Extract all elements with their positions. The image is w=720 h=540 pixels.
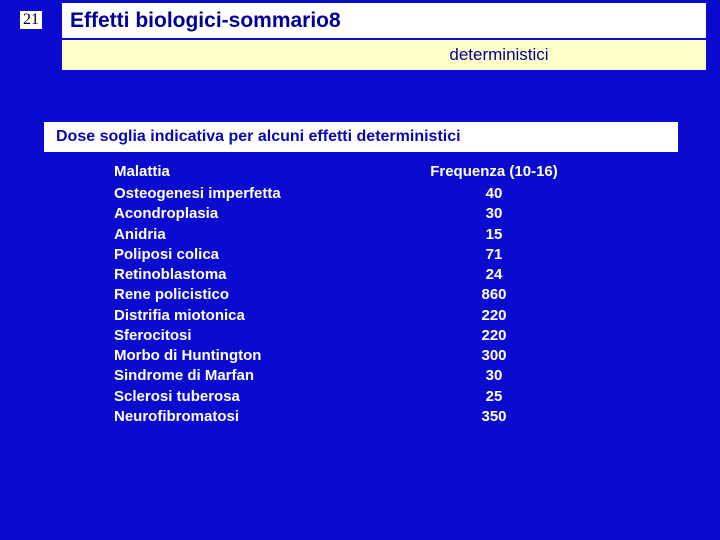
table-row: Distrifia miotonica220: [44, 306, 678, 326]
table-row: Sferocitosi220: [44, 326, 678, 346]
cell-frequency: 30: [364, 204, 624, 224]
section-header-text: Dose soglia indicativa per alcuni effett…: [56, 128, 461, 146]
cell-disease: Osteogenesi imperfetta: [44, 184, 364, 204]
cell-disease: Anidria: [44, 225, 364, 245]
cell-disease: Poliposi colica: [44, 245, 364, 265]
cell-disease: Morbo di Huntington: [44, 346, 364, 366]
column-header-frequency: Frequenza (10-16): [364, 163, 624, 180]
data-table: Malattia Frequenza (10-16) Osteogenesi i…: [44, 163, 678, 427]
table-row: Osteogenesi imperfetta40: [44, 184, 678, 204]
slide-subtitle: deterministici: [449, 45, 548, 65]
cell-frequency: 71: [364, 245, 624, 265]
cell-frequency: 40: [364, 184, 624, 204]
table-row: Anidria15: [44, 225, 678, 245]
cell-frequency: 24: [364, 265, 624, 285]
subtitle-bar: deterministici: [62, 40, 706, 70]
table-row: Sindrome di Marfan30: [44, 366, 678, 386]
title-bar: Effetti biologici-sommario8: [62, 3, 706, 38]
cell-frequency: 30: [364, 366, 624, 386]
cell-frequency: 220: [364, 306, 624, 326]
table-row: Poliposi colica71: [44, 245, 678, 265]
cell-disease: Neurofibromatosi: [44, 407, 364, 427]
cell-disease: Rene policistico: [44, 285, 364, 305]
table-row: Rene policistico860: [44, 285, 678, 305]
cell-disease: Sindrome di Marfan: [44, 366, 364, 386]
section-header-bar: Dose soglia indicativa per alcuni effett…: [44, 122, 678, 152]
slide-number: 21: [20, 11, 42, 29]
column-header-disease: Malattia: [44, 163, 364, 180]
cell-frequency: 860: [364, 285, 624, 305]
table-row: Sclerosi tuberosa25: [44, 387, 678, 407]
cell-frequency: 15: [364, 225, 624, 245]
slide-title: Effetti biologici-sommario8: [70, 9, 341, 33]
table-row: Retinoblastoma24: [44, 265, 678, 285]
table-body: Osteogenesi imperfetta40Acondroplasia30A…: [44, 184, 678, 427]
cell-frequency: 300: [364, 346, 624, 366]
cell-frequency: 220: [364, 326, 624, 346]
cell-disease: Sferocitosi: [44, 326, 364, 346]
table-row: Acondroplasia30: [44, 204, 678, 224]
table-row: Neurofibromatosi350: [44, 407, 678, 427]
cell-disease: Acondroplasia: [44, 204, 364, 224]
cell-disease: Retinoblastoma: [44, 265, 364, 285]
cell-frequency: 350: [364, 407, 624, 427]
cell-disease: Sclerosi tuberosa: [44, 387, 364, 407]
table-row: Morbo di Huntington300: [44, 346, 678, 366]
table-header-row: Malattia Frequenza (10-16): [44, 163, 678, 180]
cell-disease: Distrifia miotonica: [44, 306, 364, 326]
cell-frequency: 25: [364, 387, 624, 407]
